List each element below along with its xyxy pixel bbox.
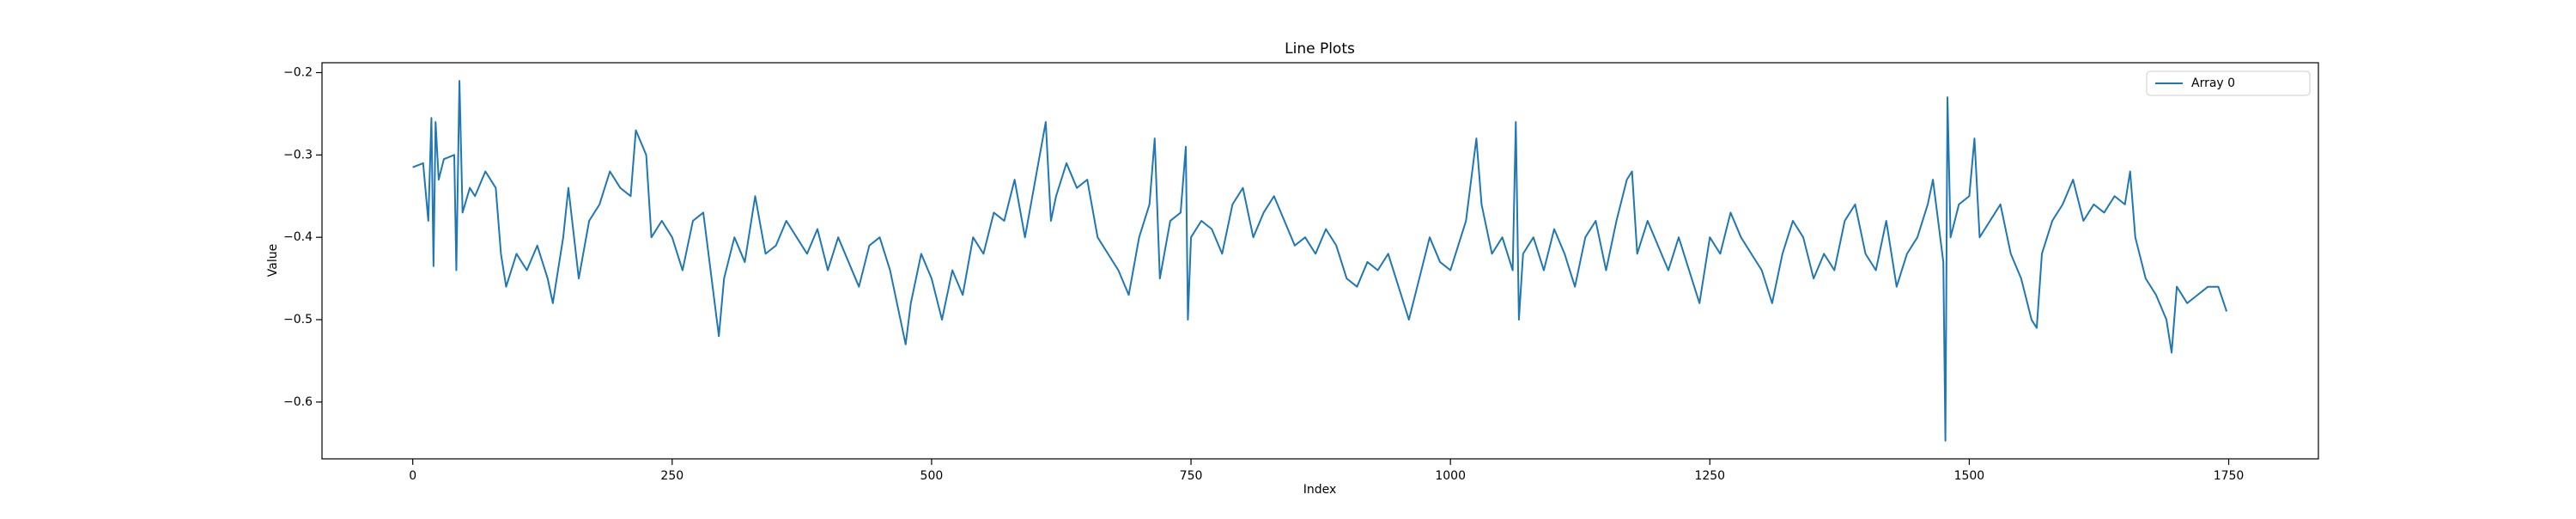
y-tick-label: −0.4 xyxy=(283,230,313,244)
y-tick-label: −0.6 xyxy=(283,395,313,409)
y-axis-label: Value xyxy=(266,244,280,277)
x-tick-label: 1750 xyxy=(2214,469,2245,483)
chart-title: Line Plots xyxy=(1285,40,1355,58)
x-tick-label: 1250 xyxy=(1694,469,1725,483)
x-tick-label: 500 xyxy=(920,469,944,483)
plot-frame xyxy=(321,62,2319,460)
y-tick-label: −0.2 xyxy=(283,66,313,80)
x-tick-label: 750 xyxy=(1180,469,1203,483)
y-tick-label: −0.3 xyxy=(283,148,313,162)
x-tick-label: 1000 xyxy=(1435,469,1466,483)
line-series xyxy=(412,80,2228,442)
x-tick-label: 1500 xyxy=(1954,469,1985,483)
x-tick-label: 0 xyxy=(409,469,416,483)
x-axis-label: Index xyxy=(1303,483,1337,497)
legend-label: Array 0 xyxy=(2191,76,2235,90)
legend-box xyxy=(2146,70,2311,96)
x-tick-label: 250 xyxy=(660,469,683,483)
y-tick-label: −0.5 xyxy=(283,313,313,327)
